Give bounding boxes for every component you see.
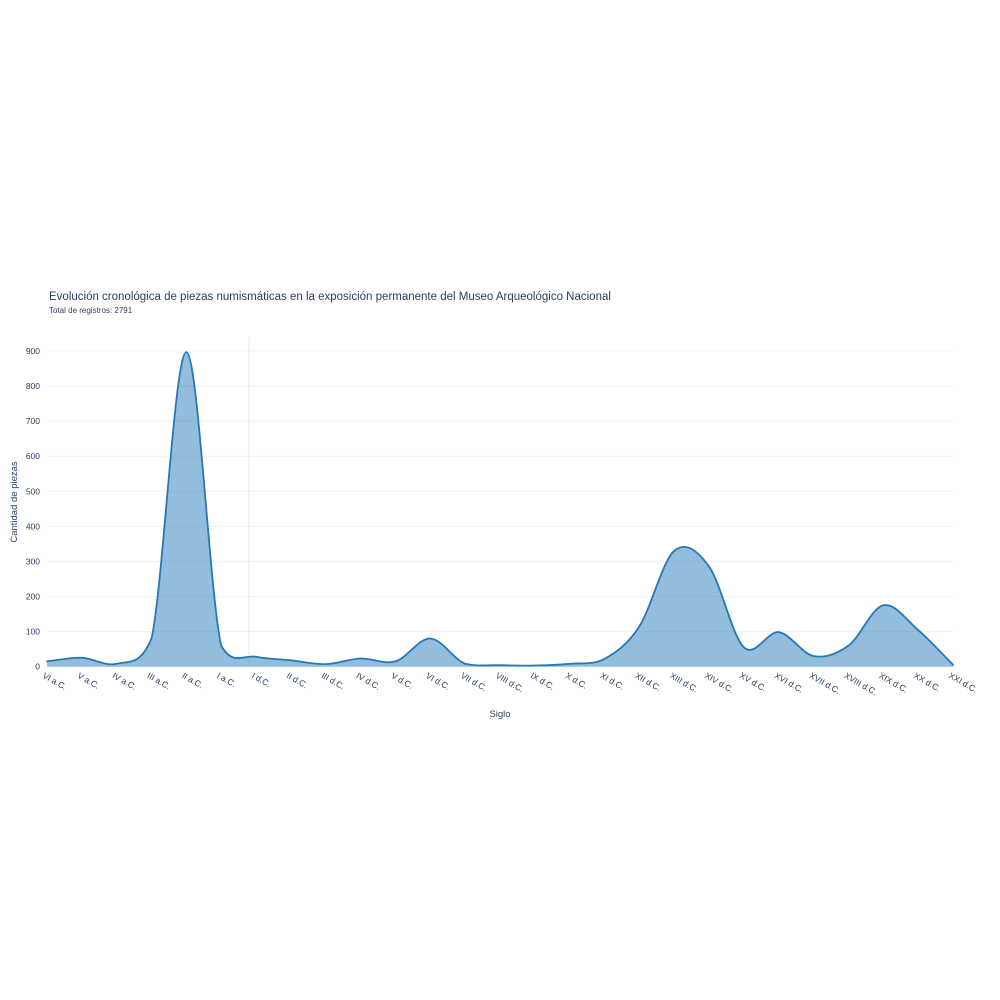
y-tick-label: 200 (26, 591, 40, 601)
x-tick-label: VI a.C. (41, 670, 69, 692)
x-tick-label: X d.C. (564, 670, 589, 690)
y-tick-label: 800 (26, 381, 40, 391)
chart-subtitle: Total de registros: 2791 (49, 306, 133, 315)
x-tick-label: VI d.C. (424, 670, 452, 692)
y-tick-label: 300 (26, 556, 40, 566)
x-tick-label: XIV d.C. (703, 670, 735, 694)
x-tick-label: VII d.C. (459, 670, 489, 693)
area-series-fill (47, 352, 953, 667)
x-tick-label: II a.C. (180, 670, 205, 690)
x-tick-label: XIX d.C. (877, 670, 909, 694)
y-tick-label: 500 (26, 486, 40, 496)
y-tick-label: 600 (26, 451, 40, 461)
y-tick-label: 400 (26, 521, 40, 531)
x-tick-label: XX d.C. (912, 670, 942, 693)
x-tick-label: XVII d.C. (808, 670, 842, 696)
y-axis-title: Cantidad de piezas (9, 461, 20, 543)
y-tick-label: 700 (26, 416, 40, 426)
x-tick-label: III a.C. (146, 670, 173, 691)
x-tick-label: IV a.C. (111, 670, 139, 692)
x-axis-title: Siglo (489, 709, 510, 720)
x-tick-label: V a.C. (76, 670, 101, 690)
y-tick-label: 100 (26, 627, 40, 637)
x-tick-label: XXI d.C. (947, 670, 979, 694)
x-tick-label: II d.C. (285, 670, 310, 690)
y-tick-label: 900 (26, 346, 40, 356)
area-series-line (46, 351, 954, 667)
x-tick-label: IX d.C. (529, 670, 557, 692)
x-tick-label: XII d.C. (633, 670, 663, 693)
x-tick-label: IV d.C. (355, 670, 383, 692)
y-tick-label: 0 (35, 662, 40, 672)
x-tick-label: III d.C. (320, 670, 347, 691)
x-tick-label: I d.C. (250, 670, 273, 689)
x-tick-label: XVIII d.C. (842, 670, 879, 697)
chart-title: Evolución cronológica de piezas numismát… (49, 291, 611, 303)
x-tick-label: XVI d.C. (773, 670, 805, 694)
x-tick-label: I a.C. (215, 670, 238, 689)
x-tick-label: V d.C. (389, 670, 414, 690)
x-tick-label: VIII d.C. (494, 670, 526, 694)
x-tick-label: XIII d.C. (668, 670, 700, 694)
x-tick-label: XV d.C. (738, 670, 768, 693)
x-tick-label: XI d.C. (599, 670, 627, 692)
